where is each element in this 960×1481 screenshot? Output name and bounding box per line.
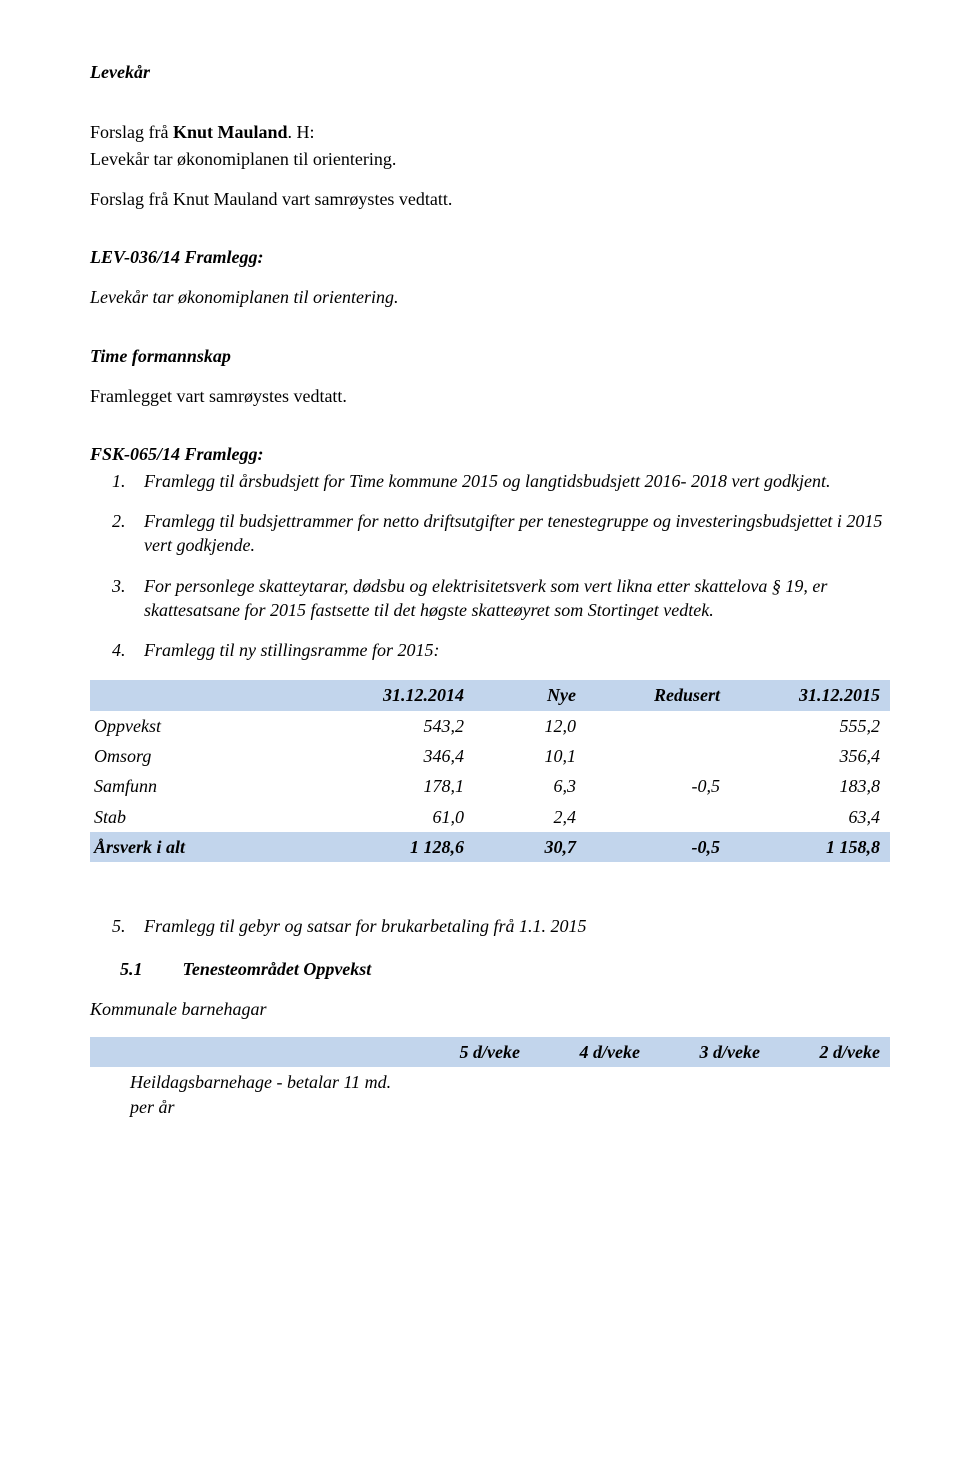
subpoint-number: 5.1 [120,957,143,981]
list-text: Framlegg til budsjettrammer for netto dr… [144,511,882,555]
table-cell [586,802,730,832]
table-header: 4 d/veke [530,1037,650,1067]
table-header: 31.12.2015 [730,680,890,710]
table-header: 31.12.2014 [314,680,474,710]
paragraph: Levekår tar økonomiplanen til orienterin… [90,147,890,171]
table-header: Nye [474,680,586,710]
list-number: 5. [112,914,126,938]
table-row: Omsorg 346,4 10,1 356,4 [90,741,890,771]
list-number: 2. [112,509,126,533]
stillingsramme-table: 31.12.2014 Nye Redusert 31.12.2015 Oppve… [90,680,890,862]
table-cell: Omsorg [90,741,314,771]
subpoint-5-1: 5.1 Tenesteområdet Oppvekst [120,957,890,981]
row-label-line1: Heildagsbarnehage - betalar 11 md. [130,1072,391,1092]
paragraph: Forslag frå Knut Mauland vart samrøystes… [90,187,890,211]
table-header: 5 d/veke [410,1037,530,1067]
table-cell: 178,1 [314,771,474,801]
barnehage-table: 5 d/veke 4 d/veke 3 d/veke 2 d/veke Heil… [90,1037,890,1122]
paragraph-proposal-author: Forslag frå Knut Mauland. H: [90,120,890,144]
table-cell: Stab [90,802,314,832]
table-cell: Oppvekst [90,711,314,741]
table-cell: -0,5 [586,771,730,801]
table-cell: 346,4 [314,741,474,771]
table-row: Samfunn 178,1 6,3 -0,5 183,8 [90,771,890,801]
table-cell [586,741,730,771]
list-text: For personlege skatteytarar, dødsbu og e… [144,576,827,620]
framlegg-header: LEV-036/14 Framlegg: [90,245,890,269]
table-cell: 1 158,8 [730,832,890,862]
table-header-row: 31.12.2014 Nye Redusert 31.12.2015 [90,680,890,710]
list-text: Framlegg til gebyr og satsar for brukarb… [144,916,587,936]
row-label-line2: per år [130,1097,175,1117]
list-item: 3.For personlege skatteytarar, dødsbu og… [120,574,890,623]
list-text: Framlegg til ny stillingsramme for 2015: [144,640,440,660]
table-cell: Heildagsbarnehage - betalar 11 md. per å… [90,1067,410,1122]
list-item: 1.Framlegg til årsbudsjett for Time komm… [120,469,890,493]
text-part: Forslag frå [90,122,173,142]
table-row: Heildagsbarnehage - betalar 11 md. per å… [90,1067,890,1122]
table-header: Redusert [586,680,730,710]
table-cell: 543,2 [314,711,474,741]
table-cell: -0,5 [586,832,730,862]
text-part: . H: [288,122,315,142]
table-cell [770,1067,890,1122]
page-title: Levekår [90,60,890,84]
table-cell: Samfunn [90,771,314,801]
table-cell: 12,0 [474,711,586,741]
list-number: 1. [112,469,126,493]
list-item: 2.Framlegg til budsjettrammer for netto … [120,509,890,558]
table-header [90,680,314,710]
table-cell: 10,1 [474,741,586,771]
table-cell [586,711,730,741]
list-text: Framlegg til årsbudsjett for Time kommun… [144,471,830,491]
table-row: Stab 61,0 2,4 63,4 [90,802,890,832]
section-header: Time formannskap [90,344,890,368]
table-cell: 6,3 [474,771,586,801]
list-number: 3. [112,574,126,598]
numbered-list: 1. Framlegg til årsbudsjett for Time komm… [90,469,890,663]
table-header: 2 d/veke [770,1037,890,1067]
table-cell: 2,4 [474,802,586,832]
subheading-barnehagar: Kommunale barnehagar [90,997,890,1021]
table-total-row: Årsverk i alt 1 128,6 30,7 -0,5 1 158,8 [90,832,890,862]
table-cell: 1 128,6 [314,832,474,862]
table-cell: 555,2 [730,711,890,741]
table-header [90,1037,410,1067]
table-cell [530,1067,650,1122]
author-name: Knut Mauland [173,122,288,142]
table-cell: 183,8 [730,771,890,801]
table-row: Oppvekst 543,2 12,0 555,2 [90,711,890,741]
table-header-row: 5 d/veke 4 d/veke 3 d/veke 2 d/veke [90,1037,890,1067]
list-item-5: 5.Framlegg til gebyr og satsar for bruka… [144,914,890,938]
table-header: 3 d/veke [650,1037,770,1067]
table-cell: 30,7 [474,832,586,862]
table-cell: 63,4 [730,802,890,832]
table-cell: 356,4 [730,741,890,771]
list-number: 4. [112,638,126,662]
list-item: 4.Framlegg til ny stillingsramme for 201… [120,638,890,662]
table-cell: Årsverk i alt [90,832,314,862]
table-cell: 61,0 [314,802,474,832]
table-cell [650,1067,770,1122]
paragraph: Framlegget vart samrøystes vedtatt. [90,384,890,408]
subpoint-text: Tenesteområdet Oppvekst [183,957,372,981]
table-cell [410,1067,530,1122]
framlegg-header: FSK-065/14 Framlegg: [90,442,890,466]
paragraph: Levekår tar økonomiplanen til orienterin… [90,285,890,309]
